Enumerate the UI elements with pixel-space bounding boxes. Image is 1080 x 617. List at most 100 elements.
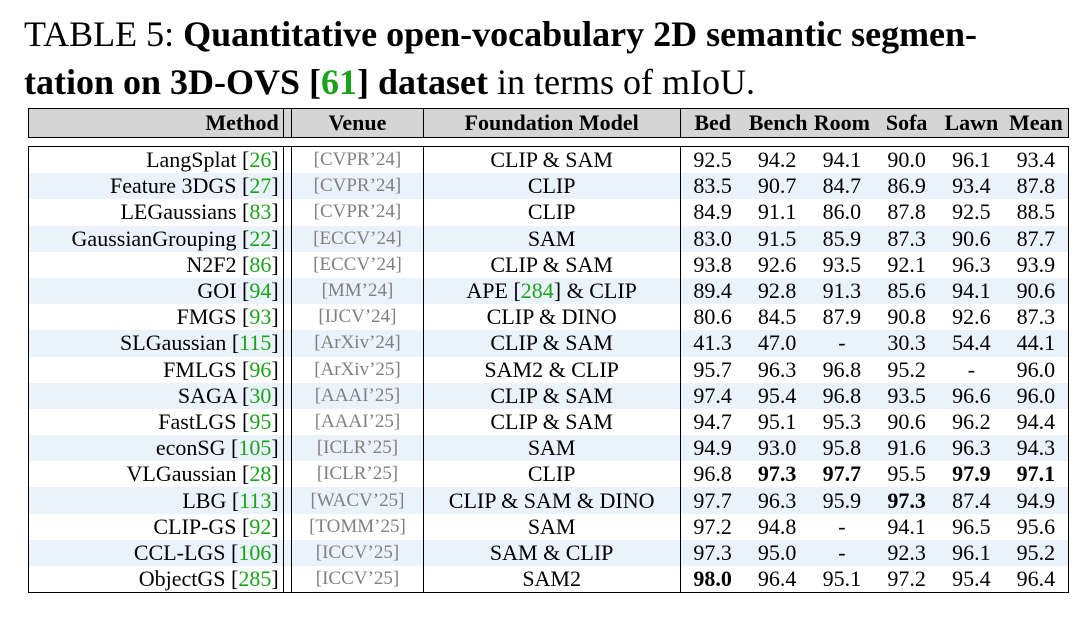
bench-value-cell: 91.1	[757, 199, 797, 225]
mean-value-cell: 94.9	[1003, 487, 1069, 514]
venue-cell: [ICLR’25]	[316, 463, 399, 485]
method-name: ObjectGS	[138, 566, 232, 592]
header-lawn: Lawn	[939, 108, 1004, 138]
mean-value-cell: 88.5	[1003, 199, 1069, 226]
method-cell: SLGaussian [115]	[28, 330, 284, 357]
column-divider	[283, 513, 293, 540]
sofa-value-cell: 90.8	[887, 304, 926, 330]
method-citation[interactable]: 92	[249, 513, 272, 539]
method-citation[interactable]: 113	[239, 487, 272, 513]
lawn-value-cell: 92.5	[952, 199, 991, 225]
method-name: CLIP-GS	[153, 513, 243, 539]
method-citation[interactable]: 96	[249, 356, 272, 382]
method-citation[interactable]: 115	[239, 330, 272, 356]
method-citation[interactable]: 105	[238, 435, 272, 461]
method-ref-open: [	[242, 173, 250, 199]
column-divider	[283, 199, 293, 226]
bed-value-cell: 89.4	[680, 277, 745, 305]
bed-value-cell: 95.7	[693, 356, 732, 382]
method-citation[interactable]: 93	[249, 304, 272, 330]
sofa-value-cell: 87.8	[887, 199, 926, 225]
caption-citation[interactable]: 61	[321, 62, 358, 102]
method-citation[interactable]: 86	[249, 251, 272, 277]
venue-cell: [TOMM’25]	[309, 515, 406, 537]
method-citation[interactable]: 95	[249, 408, 272, 434]
method-citation[interactable]: 30	[249, 382, 272, 408]
method-citation[interactable]: 106	[238, 539, 272, 565]
table-row: GOI [94] [MM’24] APE [284] & CLIP 89.4 92.8 9…	[28, 277, 1069, 305]
room-value-cell: -	[809, 539, 875, 566]
method-cell: econSG [105]	[28, 435, 284, 462]
venue-cell: [CVPR’24]	[291, 173, 424, 200]
method-name: econSG	[155, 435, 232, 461]
method-citation[interactable]: 94	[249, 278, 272, 304]
method-name: VLGaussian	[126, 461, 243, 487]
venue-cell: [ArXiv’24]	[291, 330, 424, 357]
bed-value-cell: 92.5	[693, 147, 732, 173]
method-ref-open: [	[242, 461, 250, 487]
table-row: ObjectGS [285] [ICCV’25] SAM2 98.0 96.4 95.1 9…	[28, 566, 1069, 594]
column-divider	[283, 146, 293, 174]
method-citation[interactable]: 28	[249, 461, 272, 487]
bench-value-cell: 95.4	[744, 382, 810, 409]
method-name: N2F2	[186, 251, 243, 277]
mean-value-cell: 96.0	[1003, 356, 1069, 383]
method-cell: FastLGS [95]	[28, 408, 284, 436]
foundation-model-cell: CLIP & SAM	[422, 382, 681, 409]
method-citation[interactable]: 285	[238, 566, 272, 592]
table-row: VLGaussian [28] [ICLR’25] CLIP 96.8 97.3 97.7…	[28, 461, 1069, 488]
lawn-value-cell: 93.4	[939, 173, 1004, 200]
table-row: FastLGS [95] [AAAI’25] CLIP & SAM 94.7 95.1 9…	[28, 408, 1069, 436]
sofa-value-cell: 91.6	[874, 435, 939, 462]
method-name: FMLGS	[163, 356, 243, 382]
method-citation[interactable]: 22	[249, 225, 272, 251]
mean-value-cell: 97.1	[1003, 461, 1069, 488]
foundation-model-cell: CLIP & SAM	[422, 251, 681, 278]
method-cell: FMGS [93]	[28, 304, 284, 331]
column-divider	[283, 461, 293, 488]
bed-value-cell: 80.6	[693, 304, 732, 330]
table-spacer	[28, 137, 1069, 147]
method-name: GaussianGrouping	[71, 225, 243, 251]
bench-value-cell: 47.0	[744, 330, 810, 357]
method-citation[interactable]: 27	[249, 173, 272, 199]
foundation-model-cell: SAM2	[422, 566, 681, 594]
method-citation[interactable]: 83	[249, 199, 272, 225]
table-row: N2F2 [86] [ECCV’24] CLIP & SAM 93.8 92.6 93.5…	[28, 251, 1069, 278]
table-caption: TABLE 5: Quantitative open-vocabulary 2D…	[24, 10, 1064, 106]
bed-value-cell: 84.9	[693, 199, 732, 225]
foundation-model-cell: CLIP	[422, 173, 681, 200]
sofa-value-cell: 92.1	[887, 251, 926, 277]
caption-rest: in terms of mIoU.	[488, 62, 755, 102]
bench-value-cell: 93.0	[744, 435, 810, 462]
bed-value-cell: 94.9	[680, 435, 745, 462]
method-cell: CCL-LGS [106]	[28, 539, 284, 566]
venue-cell: [ICCV’25]	[291, 539, 424, 566]
results-table: Method Venue Foundation Model Bed Bench …	[28, 108, 1069, 594]
table-row: FMLGS [96] [ArXiv’25] SAM2 & CLIP 95.7 96.3 9…	[28, 356, 1069, 383]
room-value-cell: 84.7	[809, 173, 875, 200]
sofa-value-cell: 87.3	[874, 225, 939, 252]
foundation-model-cell: SAM	[422, 225, 681, 252]
method-ref-open: [	[231, 566, 239, 592]
foundation-model-cell: SAM & CLIP	[422, 539, 681, 566]
foundation-model-cell: CLIP	[422, 461, 681, 488]
method-ref-close: ]	[271, 199, 279, 225]
foundation-model-cell: CLIP & DINO	[422, 304, 681, 331]
method-citation[interactable]: 26	[249, 147, 272, 173]
room-value-cell: 85.9	[809, 225, 875, 252]
bench-value-cell: 84.5	[757, 304, 797, 330]
table-row: SLGaussian [115] [ArXiv’24] CLIP & SAM 41.3…	[28, 330, 1069, 357]
room-value-cell: 95.8	[809, 435, 875, 462]
method-cell: SAGA [30]	[28, 382, 284, 409]
foundation-model-cell: CLIP & SAM	[422, 146, 681, 174]
mean-value-cell: 93.4	[1003, 146, 1069, 174]
model-citation[interactable]: 284	[520, 278, 554, 304]
venue-cell: [IJCV’24]	[318, 306, 397, 328]
bed-value-cell: 93.8	[693, 251, 732, 277]
foundation-model-cell: APE [284] & CLIP	[422, 277, 681, 305]
sofa-value-cell: 90.6	[887, 408, 926, 434]
venue-cell: [CVPR’24]	[313, 201, 402, 223]
table-row: econSG [105] [ICLR’25] SAM 94.9 93.0 95.8 91.6…	[28, 435, 1069, 462]
header-mean: Mean	[1003, 108, 1069, 138]
